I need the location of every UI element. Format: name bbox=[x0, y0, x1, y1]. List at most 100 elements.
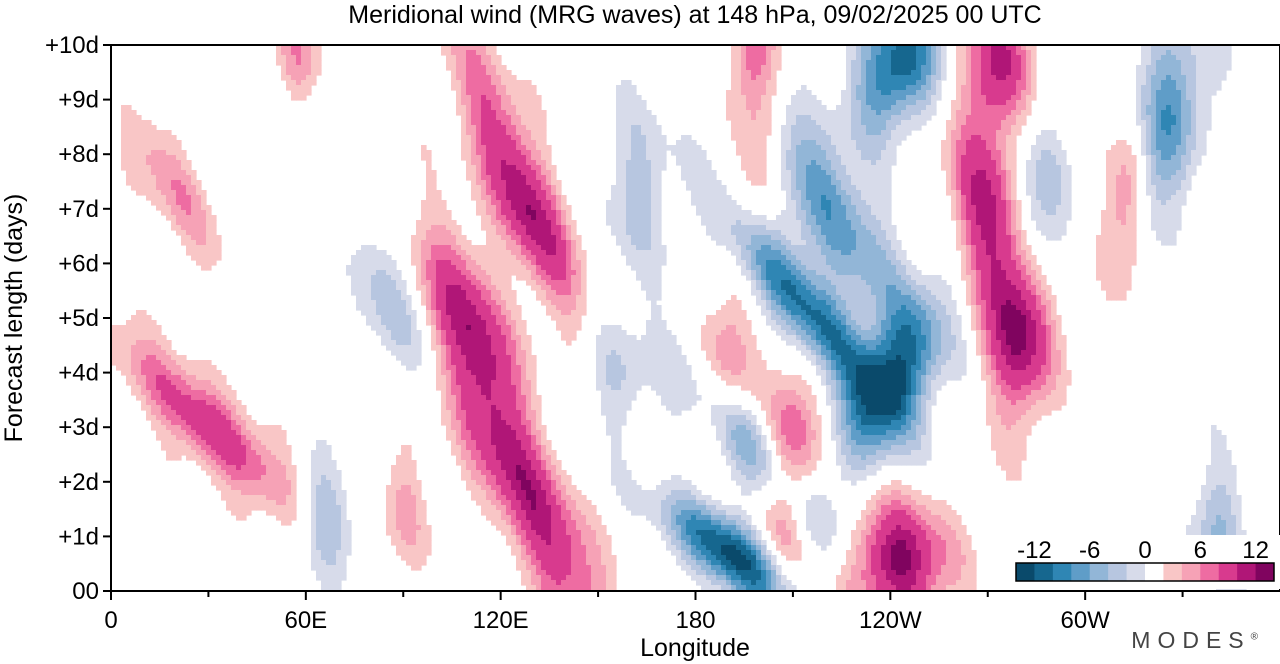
contour-cell bbox=[466, 110, 472, 116]
contour-cell bbox=[836, 280, 842, 286]
contour-cell bbox=[131, 160, 137, 166]
contour-cell bbox=[631, 160, 637, 166]
contour-cell bbox=[821, 120, 827, 126]
contour-cell bbox=[621, 95, 627, 101]
contour-cell bbox=[841, 215, 847, 221]
contour-cell bbox=[821, 270, 827, 276]
contour-cell bbox=[176, 145, 182, 151]
contour-cell bbox=[1011, 90, 1017, 96]
contour-cell bbox=[621, 210, 627, 216]
contour-cell bbox=[811, 170, 817, 176]
contour-cell bbox=[956, 65, 962, 71]
contour-cell bbox=[541, 120, 547, 126]
contour-cell bbox=[1026, 70, 1032, 76]
contour-cell bbox=[501, 95, 507, 101]
contour-cell bbox=[126, 145, 132, 151]
contour-cell bbox=[976, 190, 982, 196]
contour-cell bbox=[1111, 245, 1117, 251]
contour-cell bbox=[1001, 185, 1007, 191]
contour-cell bbox=[1001, 265, 1007, 271]
contour-cell bbox=[431, 225, 437, 231]
contour-cell bbox=[531, 240, 537, 246]
contour-cell bbox=[1161, 205, 1167, 211]
contour-cell bbox=[1036, 135, 1042, 141]
contour-cell bbox=[996, 240, 1002, 246]
contour-cell bbox=[741, 65, 747, 71]
contour-cell bbox=[531, 110, 537, 116]
contour-cell bbox=[1131, 180, 1137, 186]
contour-cell bbox=[686, 145, 692, 151]
contour-cell bbox=[436, 280, 442, 286]
contour-cell bbox=[531, 120, 537, 126]
contour-cell bbox=[791, 130, 797, 136]
contour-cell bbox=[1016, 60, 1022, 66]
contour-cell bbox=[466, 60, 472, 66]
contour-cell bbox=[1146, 95, 1152, 101]
contour-cell bbox=[871, 90, 877, 96]
contour-cell bbox=[1051, 180, 1057, 186]
contour-cell bbox=[171, 165, 177, 171]
contour-cell bbox=[356, 280, 362, 286]
contour-cell bbox=[186, 165, 192, 171]
contour-cell bbox=[871, 165, 877, 171]
contour-cell bbox=[1191, 170, 1197, 176]
contour-cell bbox=[446, 50, 452, 56]
contour-cell bbox=[556, 210, 562, 216]
contour-cell bbox=[641, 120, 647, 126]
contour-cell bbox=[1176, 90, 1182, 96]
contour-cell bbox=[966, 140, 972, 146]
contour-cell bbox=[491, 165, 497, 171]
contour-cell bbox=[1131, 205, 1137, 211]
contour-cell bbox=[606, 215, 612, 221]
contour-cell bbox=[521, 230, 527, 236]
contour-cell bbox=[1061, 180, 1067, 186]
contour-cell bbox=[996, 140, 1002, 146]
contour-cell bbox=[211, 235, 217, 241]
contour-cell bbox=[531, 100, 537, 106]
contour-cell bbox=[856, 210, 862, 216]
contour-cell bbox=[446, 235, 452, 241]
contour-cell bbox=[521, 245, 527, 251]
contour-cell bbox=[791, 265, 797, 271]
contour-cell bbox=[626, 225, 632, 231]
contour-cell bbox=[966, 195, 972, 201]
contour-cell bbox=[756, 255, 762, 261]
contour-cell bbox=[971, 245, 977, 251]
contour-cell bbox=[1176, 160, 1182, 166]
contour-cell bbox=[991, 65, 997, 71]
contour-cell bbox=[1156, 165, 1162, 171]
contour-cell bbox=[846, 145, 852, 151]
contour-cell bbox=[891, 45, 897, 51]
contour-cell bbox=[881, 190, 887, 196]
contour-cell bbox=[511, 215, 517, 221]
contour-cell bbox=[211, 215, 217, 221]
contour-cell bbox=[751, 120, 757, 126]
contour-cell bbox=[826, 125, 832, 131]
contour-cell bbox=[841, 180, 847, 186]
chart-title: Meridional wind (MRG waves) at 148 hPa, … bbox=[348, 1, 1041, 29]
contour-cell bbox=[1146, 135, 1152, 141]
contour-cell bbox=[911, 45, 917, 51]
contour-cell bbox=[916, 280, 922, 286]
contour-cell bbox=[781, 235, 787, 241]
contour-cell bbox=[756, 60, 762, 66]
contour-cell bbox=[976, 55, 982, 61]
contour-cell bbox=[811, 220, 817, 226]
contour-cell bbox=[516, 245, 522, 251]
contour-cell bbox=[901, 120, 907, 126]
contour-cell bbox=[1191, 165, 1197, 171]
contour-cell bbox=[811, 280, 817, 286]
contour-cell bbox=[851, 250, 857, 256]
contour-cell bbox=[166, 200, 172, 206]
contour-cell bbox=[166, 140, 172, 146]
contour-cell bbox=[516, 260, 522, 266]
contour-cell bbox=[216, 245, 222, 251]
contour-cell bbox=[996, 110, 1002, 116]
contour-cell bbox=[971, 60, 977, 66]
contour-cell bbox=[1096, 255, 1102, 261]
contour-cell bbox=[866, 195, 872, 201]
contour-cell bbox=[1021, 45, 1027, 51]
contour-cell bbox=[486, 60, 492, 66]
contour-cell bbox=[1186, 140, 1192, 146]
contour-cell bbox=[526, 90, 532, 96]
